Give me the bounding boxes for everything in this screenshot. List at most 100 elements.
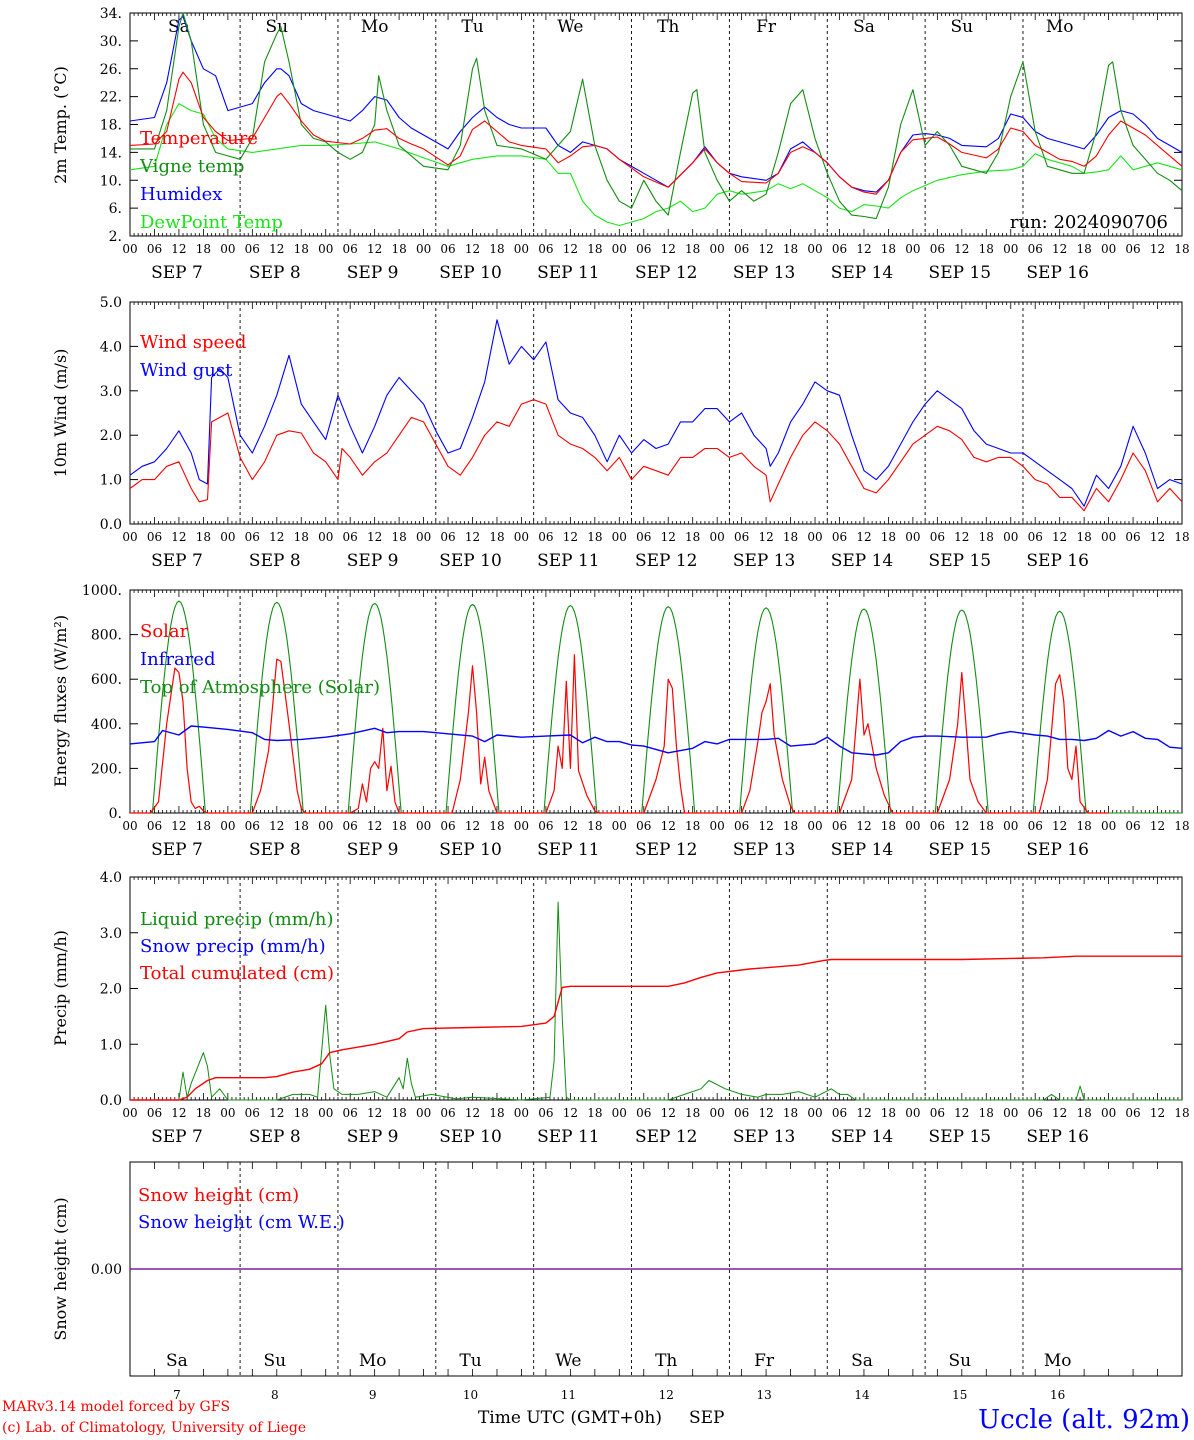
y-tick-label: 1.0: [100, 473, 122, 489]
hour-tick-label: 12: [367, 530, 382, 544]
hour-tick-label: 18: [489, 530, 504, 544]
hour-tick-label: 00: [1101, 819, 1116, 833]
day-number-label: 16: [1050, 1388, 1065, 1402]
panel-2-frame: 5.0 4.0 3.0 2.0 1.0 0.0 10m Wind (m/s): [51, 295, 1183, 533]
y-tick-label: 1.0: [100, 1037, 122, 1053]
date-label: SEP 11: [537, 1127, 600, 1147]
hour-tick-label: 06: [1028, 1106, 1043, 1120]
legend-entry: Solar: [140, 621, 189, 642]
hour-tick-label: 18: [1174, 819, 1189, 833]
hour-tick-label: 12: [367, 242, 382, 256]
hour-tick-label: 12: [465, 242, 480, 256]
hour-tick-label: 12: [269, 1106, 284, 1120]
date-label: SEP 12: [635, 840, 698, 860]
hour-tick-label: 00: [807, 819, 822, 833]
plot-frame: [129, 12, 1183, 237]
hour-tick-label: 00: [416, 1106, 431, 1120]
weekday-label: We: [557, 17, 583, 37]
hour-tick-label: 12: [758, 819, 773, 833]
series-line: [130, 654, 1109, 814]
legend-entry: Temperature: [140, 128, 258, 149]
hour-tick-label: 00: [1101, 530, 1116, 544]
hour-tick-label: 06: [1125, 530, 1140, 544]
date-label: SEP 15: [929, 263, 992, 283]
y-axis-title: 2m Temp. (°C): [51, 66, 70, 184]
hour-tick-label: 06: [440, 242, 455, 256]
hour-tick-label: 06: [147, 242, 162, 256]
series-line: [129, 103, 1183, 227]
y-tick-label: 0.0: [100, 1093, 122, 1109]
hour-tick-label: 12: [269, 242, 284, 256]
hour-tick-label: 12: [367, 1106, 382, 1120]
hour-tick-label: 12: [269, 530, 284, 544]
hour-tick-label: 12: [269, 819, 284, 833]
hour-tick-label: 06: [636, 530, 651, 544]
hour-tick-label: 12: [465, 1106, 480, 1120]
y-axis-title: Energy fluxes (W/m²): [51, 615, 70, 787]
hour-tick-label: 06: [1028, 819, 1043, 833]
hour-tick-label: 12: [1150, 1106, 1165, 1120]
hour-tick-label: 00: [807, 530, 822, 544]
hour-tick-label: 18: [1174, 530, 1189, 544]
hour-tick-label: 12: [171, 530, 186, 544]
hour-tick-label: 06: [930, 242, 945, 256]
date-label: SEP 8: [249, 1127, 301, 1147]
hour-tick-label: 06: [245, 530, 260, 544]
weekday-label: We: [555, 1351, 581, 1371]
date-label: SEP 13: [733, 1127, 796, 1147]
hour-tick-label: 00: [122, 819, 137, 833]
hour-tick-label: 06: [147, 530, 162, 544]
date-label: SEP 9: [347, 1127, 399, 1147]
hour-tick-label: 12: [856, 242, 871, 256]
hour-tick-label: 18: [1076, 819, 1091, 833]
legend-entry: Liquid precip (mm/h): [140, 909, 334, 930]
day-number-label: 8: [271, 1388, 279, 1402]
hour-tick-label: 00: [710, 242, 725, 256]
date-label: SEP 16: [1026, 1127, 1089, 1147]
hour-tick-label: 12: [465, 530, 480, 544]
hour-tick-label: 12: [1052, 242, 1067, 256]
footer-credit-2: (c) Lab. of Climatology, University of L…: [2, 1420, 307, 1436]
hour-tick-label: 06: [538, 242, 553, 256]
hour-tick-label: 00: [122, 1106, 137, 1120]
y-axis-title: Snow height (cm): [51, 1197, 70, 1340]
hour-tick-label: 18: [979, 819, 994, 833]
hour-tick-label: 18: [196, 819, 211, 833]
hour-tick-label: 18: [489, 242, 504, 256]
hour-tick-label: 06: [832, 819, 847, 833]
weekday-label: Sa: [851, 1351, 873, 1371]
hour-tick-label: 18: [1076, 1106, 1091, 1120]
date-label: SEP 16: [1026, 263, 1089, 283]
hour-tick-label: 12: [856, 1106, 871, 1120]
hour-tick-label: 06: [734, 1106, 749, 1120]
hour-tick-label: 18: [587, 1106, 602, 1120]
hour-tick-label: 06: [343, 530, 358, 544]
weekday-label: Su: [949, 1351, 972, 1371]
hour-tick-label: 12: [1052, 530, 1067, 544]
date-label: SEP 8: [249, 263, 301, 283]
hour-tick-label: 06: [636, 819, 651, 833]
hour-tick-label: 06: [147, 819, 162, 833]
run-annotation: run: 2024090706: [1010, 212, 1168, 233]
panel-4-x-labels: 00 06 12 18 00 06 12 18 00 06 12 18 00 06 12 18 00 06 12 18…: [122, 1106, 1189, 1147]
day-number-label: 7: [173, 1388, 181, 1402]
hour-tick-label: 12: [954, 530, 969, 544]
y-tick-label: 600.: [91, 672, 122, 688]
hour-tick-label: 06: [245, 819, 260, 833]
hour-tick-label: 06: [930, 1106, 945, 1120]
date-label: SEP 7: [151, 551, 203, 571]
legend-entry: Total cumulated (cm): [140, 963, 334, 984]
weekday-label: Mo: [361, 17, 389, 37]
hour-tick-label: 06: [245, 1106, 260, 1120]
y-tick-label: 22.: [100, 90, 122, 106]
hour-tick-label: 06: [440, 530, 455, 544]
weekday-label: Su: [263, 1351, 286, 1371]
hour-tick-label: 12: [954, 242, 969, 256]
y-tick-label: 0.0: [100, 517, 122, 533]
hour-tick-label: 00: [807, 242, 822, 256]
hour-tick-label: 18: [294, 819, 309, 833]
hour-tick-label: 00: [710, 1106, 725, 1120]
hour-tick-label: 06: [343, 819, 358, 833]
weekday-label: Fr: [756, 17, 777, 37]
hour-tick-label: 00: [318, 1106, 333, 1120]
